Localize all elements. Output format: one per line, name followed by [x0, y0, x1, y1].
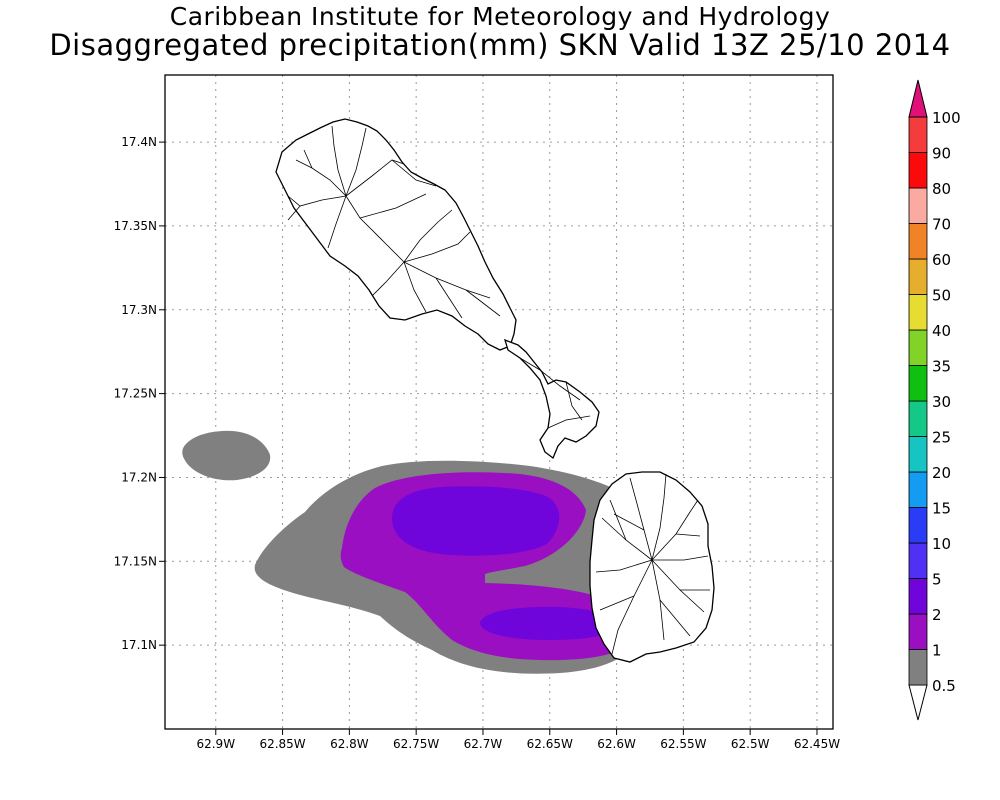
colorbar-label: 35	[932, 358, 951, 376]
islands	[275, 118, 715, 663]
colorbar-box	[908, 187, 928, 224]
colorbar-label: 15	[932, 500, 951, 518]
st-kitts-drainage-lines	[287, 125, 591, 429]
island-st-kitts	[275, 118, 517, 351]
x-tick-label: 62.55W	[660, 737, 706, 751]
colorbar-box	[908, 294, 928, 331]
colorbar-box	[908, 578, 928, 615]
map-subtitle: Disaggregated precipitation(mm) SKN Vali…	[49, 28, 951, 62]
colorbar-box	[908, 613, 928, 650]
precip-band-heavy-south	[480, 606, 615, 640]
precip-band-light-west	[182, 430, 271, 481]
colorbar-box	[908, 649, 928, 686]
x-tick-label: 62.5W	[731, 737, 770, 751]
colorbar-box	[908, 258, 928, 295]
colorbar-label: 80	[932, 180, 951, 198]
x-tick-label: 62.9W	[196, 737, 235, 751]
colorbar-box	[908, 507, 928, 544]
colorbar-box	[908, 365, 928, 402]
colorbar-label: 100	[932, 109, 961, 127]
colorbar-box	[908, 436, 928, 473]
colorbar-label: 10	[932, 535, 951, 553]
colorbar-label: 5	[932, 571, 942, 589]
peninsula-st-kitts	[503, 338, 600, 460]
colorbar-arrow-top	[908, 79, 928, 118]
colorbar-box	[908, 471, 928, 508]
y-tick-label: 17.1N	[121, 638, 157, 652]
nevis-drainage-lines	[595, 473, 710, 655]
colorbar-box	[908, 152, 928, 189]
y-tick-label: 17.15N	[114, 554, 157, 568]
colorbar-label: 40	[932, 322, 951, 340]
colorbar-label: 0.5	[932, 677, 956, 695]
colorbar-box	[908, 400, 928, 437]
colorbar-label: 60	[932, 251, 951, 269]
x-tick-label: 62.75W	[393, 737, 439, 751]
colorbar-label: 25	[932, 429, 951, 447]
colorbar-label: 1	[932, 642, 942, 660]
x-tick-label: 62.65W	[527, 737, 573, 751]
colorbar-label: 70	[932, 216, 951, 234]
colorbar-label: 90	[932, 145, 951, 163]
y-tick-label: 17.4N	[121, 135, 157, 149]
colorbar-label: 2	[932, 606, 942, 624]
y-tick-label: 17.25N	[114, 387, 157, 401]
plot-frame	[164, 74, 834, 730]
colorbar-box	[908, 542, 928, 579]
map-title: Caribbean Institute for Meteorology and …	[169, 2, 831, 31]
x-tick-label: 62.85W	[259, 737, 305, 751]
y-axis: 17.1N 17.15N 17.2N 17.25N 17.3N 17.35N 17.4N	[114, 135, 165, 652]
colorbar-label: 20	[932, 464, 951, 482]
colorbar-box	[908, 329, 928, 366]
x-tick-label: 62.6W	[597, 737, 636, 751]
colorbar-box	[908, 116, 928, 153]
colorbar-arrow-bottom	[908, 684, 928, 721]
x-axis: 62.9W 62.85W 62.8W 62.75W 62.7W 62.65W 62.6W 62…	[196, 729, 840, 751]
x-tick-label: 62.45W	[794, 737, 840, 751]
x-tick-label: 62.8W	[330, 737, 369, 751]
precip-band-heavy-north	[392, 486, 560, 556]
y-tick-label: 17.2N	[121, 470, 157, 484]
y-tick-label: 17.35N	[114, 219, 157, 233]
precipitation-field	[182, 430, 643, 674]
y-tick-label: 17.3N	[121, 303, 157, 317]
island-nevis	[589, 471, 715, 663]
colorbar-label: 50	[932, 287, 951, 305]
colorbar-box	[908, 223, 928, 260]
x-tick-label: 62.7W	[464, 737, 503, 751]
colorbar-label: 30	[932, 393, 951, 411]
